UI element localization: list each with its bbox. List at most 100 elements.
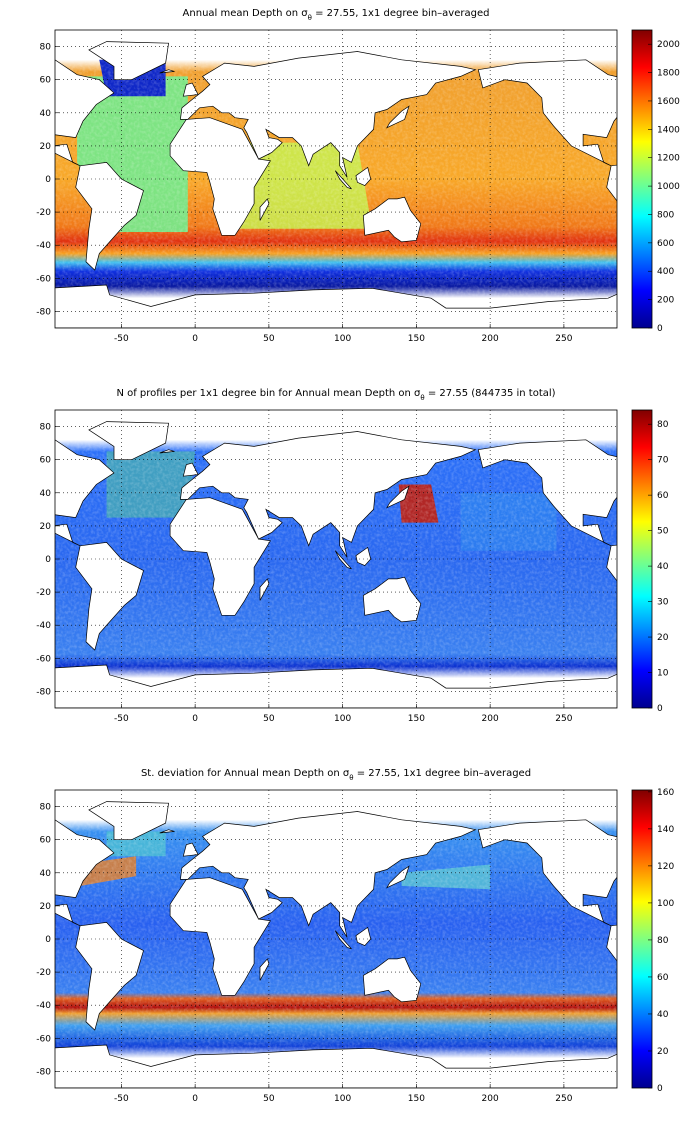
land xyxy=(169,877,271,996)
x-tick-label: 50 xyxy=(263,1094,275,1104)
y-tick-label: -20 xyxy=(36,588,51,598)
y-tick-label: -40 xyxy=(36,621,51,631)
colorbar xyxy=(631,29,653,329)
chart-title: St. deviation for Annual mean Depth on σ… xyxy=(141,768,531,782)
x-tick-label: 250 xyxy=(555,714,572,724)
y-tick-label: -80 xyxy=(36,1067,51,1077)
x-tick-label: 200 xyxy=(482,714,499,724)
land xyxy=(55,819,115,927)
y-tick-label: 80 xyxy=(40,43,52,53)
land xyxy=(606,544,617,643)
land xyxy=(180,431,477,558)
land xyxy=(386,865,410,889)
y-tick-label: 0 xyxy=(45,175,51,185)
colorbar-tick-label: 1200 xyxy=(657,154,680,164)
x-tick-label: 100 xyxy=(334,334,351,344)
x-tick-label: 250 xyxy=(555,334,572,344)
land xyxy=(88,421,170,461)
land xyxy=(386,485,410,509)
colorbar-tick-label: 1800 xyxy=(657,69,680,79)
colorbar-tick-label: 200 xyxy=(657,296,674,306)
colorbar xyxy=(631,789,653,1089)
title-part: = 27.55, 1x1 degree bin–averaged xyxy=(354,768,532,779)
land xyxy=(355,546,372,567)
x-tick-label: 100 xyxy=(334,1094,351,1104)
colorbar-tick-label: 0 xyxy=(657,324,663,334)
x-tick-label: 150 xyxy=(408,714,425,724)
colorbar-tick-label: 140 xyxy=(657,825,674,835)
y-tick-label: 20 xyxy=(40,902,52,912)
land xyxy=(159,69,175,74)
land xyxy=(182,462,199,477)
y-tick-label: 60 xyxy=(40,456,52,466)
land xyxy=(259,198,270,221)
land xyxy=(182,82,199,97)
colorbar-tick-label: 10 xyxy=(657,669,669,679)
y-tick-label: -20 xyxy=(36,968,51,978)
y-tick-label: -20 xyxy=(36,208,51,218)
colorbar-tick-label: 120 xyxy=(657,862,674,872)
land xyxy=(386,105,410,129)
colorbar-tick-label: 20 xyxy=(657,633,669,643)
colorbar-tick-label: 0 xyxy=(657,1084,663,1094)
land xyxy=(606,164,617,263)
map-panel: St. deviation for Annual mean Depth on σ… xyxy=(36,768,696,1104)
land xyxy=(88,41,170,81)
land xyxy=(55,284,617,328)
y-tick-label: -40 xyxy=(36,1001,51,1011)
land xyxy=(55,59,115,167)
land xyxy=(334,550,352,570)
map-panel: Annual mean Depth on σθ = 27.55, 1x1 deg… xyxy=(36,8,696,344)
plot-frame xyxy=(54,409,618,709)
colorbar-tick-label: 40 xyxy=(657,1010,669,1020)
colorbar-tick-label: 1400 xyxy=(657,125,680,135)
x-tick-label: 0 xyxy=(192,714,198,724)
plot-frame xyxy=(54,29,618,329)
y-tick-label: -40 xyxy=(36,241,51,251)
title-part: = 27.55 (844735 in total) xyxy=(425,388,556,399)
colorbar-tick-label: 400 xyxy=(657,267,674,277)
y-tick-label: 40 xyxy=(40,109,52,119)
colorbar-tick-label: 70 xyxy=(657,456,669,466)
y-tick-label: -60 xyxy=(36,654,51,664)
y-tick-label: 40 xyxy=(40,869,52,879)
y-tick-label: 80 xyxy=(40,423,52,433)
title-part: θ xyxy=(420,394,424,402)
title-part: θ xyxy=(349,774,353,782)
colorbar-tick-label: 20 xyxy=(657,1047,669,1057)
title-part: = 27.55, 1x1 degree bin–averaged xyxy=(312,8,490,19)
plot-frame xyxy=(54,789,618,1089)
y-tick-label: 20 xyxy=(40,522,52,532)
colorbar-tick-label: 60 xyxy=(657,491,669,501)
title-part: Annual mean Depth on σ xyxy=(183,8,309,19)
y-tick-label: 80 xyxy=(40,803,52,813)
land xyxy=(691,450,696,453)
y-tick-label: -80 xyxy=(36,687,51,697)
x-tick-label: 0 xyxy=(192,334,198,344)
x-tick-label: 50 xyxy=(263,714,275,724)
colorbar-tick-label: 600 xyxy=(657,239,674,249)
x-tick-label: -50 xyxy=(114,714,129,724)
land xyxy=(169,117,271,236)
land xyxy=(691,830,696,833)
map-panel: N of profiles per 1x1 degree bin for Ann… xyxy=(36,388,696,724)
land xyxy=(334,170,352,190)
y-tick-label: 60 xyxy=(40,836,52,846)
land xyxy=(259,958,270,981)
land xyxy=(55,439,115,547)
land xyxy=(182,842,199,857)
land xyxy=(55,1044,617,1088)
colorbar-tick-label: 800 xyxy=(657,210,674,220)
land xyxy=(55,664,617,708)
land xyxy=(88,801,170,841)
x-tick-label: -50 xyxy=(114,334,129,344)
land xyxy=(259,578,270,601)
land xyxy=(180,51,477,178)
x-tick-label: 200 xyxy=(482,334,499,344)
land xyxy=(355,166,372,187)
land xyxy=(691,70,696,73)
x-tick-label: 200 xyxy=(482,1094,499,1104)
colorbar-tick-label: 60 xyxy=(657,973,669,983)
colorbar-tick-label: 100 xyxy=(657,899,674,909)
